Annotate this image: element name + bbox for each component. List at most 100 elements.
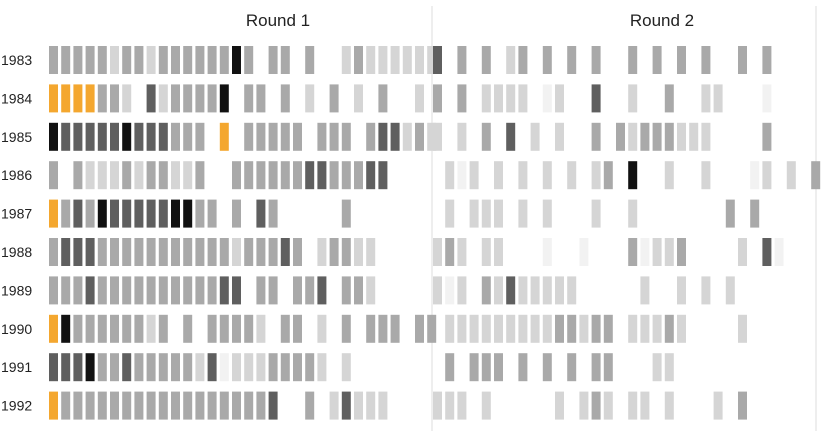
heatmap-cell (73, 199, 83, 228)
heatmap-cell (207, 353, 217, 382)
heatmap-cell (354, 238, 363, 266)
heatmap-cell (110, 46, 119, 74)
heatmap-cell (713, 84, 723, 113)
heatmap-cell (677, 122, 686, 151)
heatmap-cell (652, 122, 662, 151)
heatmap-cell (457, 84, 467, 113)
heatmap-cell (122, 84, 132, 113)
heatmap-cell (530, 122, 540, 151)
heatmap-cell (256, 276, 266, 305)
heatmap-cell (677, 46, 686, 74)
heatmap-cell (158, 353, 168, 382)
heatmap-cell (122, 161, 132, 190)
heatmap-cell (219, 46, 229, 74)
heatmap-cell (268, 238, 278, 266)
heatmap-cell (506, 314, 516, 343)
heatmap-cell (171, 161, 180, 190)
heatmap-cell (329, 122, 339, 151)
heatmap-cell (61, 353, 71, 382)
heatmap-cell (640, 276, 650, 305)
heatmap-cell (134, 238, 144, 266)
heatmap-cell (628, 199, 638, 228)
heatmap-cell (481, 46, 491, 74)
heatmap-cell (494, 276, 503, 305)
heatmap-cell (750, 199, 760, 228)
heatmap-cell (73, 46, 83, 74)
heatmap-cell (244, 238, 254, 266)
heatmap-cell (390, 46, 400, 74)
heatmap-cell (158, 314, 168, 343)
heatmap-cell (664, 391, 674, 420)
heatmap-cell (341, 276, 351, 305)
heatmap-cell (97, 122, 107, 151)
heatmap-cell (305, 161, 315, 190)
heatmap-cell (506, 46, 516, 74)
heatmap-cell (591, 353, 601, 382)
heatmap-cell (433, 391, 442, 420)
heatmap-cell (232, 238, 241, 266)
heatmap-cell (567, 276, 577, 305)
heatmap-cell (591, 199, 601, 228)
heatmap-cell (378, 161, 388, 190)
heatmap-cell (555, 84, 564, 113)
heatmap-cell (616, 122, 625, 151)
heatmap-cell (73, 161, 83, 190)
heatmap-cell (366, 238, 376, 266)
heatmap-cell (494, 161, 503, 190)
heatmap-cell (110, 84, 119, 113)
heatmap-cell (542, 276, 552, 305)
heatmap-cell (256, 122, 266, 151)
heatmap-cell (268, 353, 278, 382)
round-1-title: Round 1 (246, 11, 310, 30)
heatmap-cell (366, 161, 376, 190)
heatmap-cell (183, 46, 193, 74)
heatmap-cell (652, 238, 662, 266)
heatmap-cell (195, 353, 205, 382)
heatmap-cell (689, 122, 699, 151)
heatmap-cell (603, 353, 613, 382)
round-2-title: Round 2 (630, 11, 694, 30)
heatmap-cell (110, 353, 119, 382)
heatmap-cell (171, 122, 180, 151)
heatmap-cell (415, 46, 424, 74)
heatmap-cell (134, 122, 144, 151)
heatmap-cell (354, 391, 363, 420)
heatmap-cell (628, 46, 638, 74)
heatmap-cell (97, 353, 107, 382)
heatmap-cell (73, 353, 83, 382)
heatmap-cell (158, 84, 168, 113)
heatmap-cell (378, 122, 388, 151)
heatmap-cell (293, 353, 302, 382)
heatmap-cell (219, 122, 229, 151)
heatmap-cell (567, 161, 577, 190)
heatmap-cell (256, 353, 266, 382)
heatmap-cell (219, 314, 229, 343)
heatmap-cell (244, 122, 254, 151)
heatmap-cell (183, 84, 193, 113)
heatmap-cell (256, 391, 266, 420)
heatmap-cell (219, 276, 229, 305)
heatmap-cell (207, 314, 217, 343)
heatmap-cell (494, 84, 503, 113)
heatmap-cell (427, 314, 437, 343)
heatmap-cell (183, 353, 193, 382)
heatmap-cell (481, 122, 491, 151)
heatmap-cell (256, 238, 266, 266)
heatmap-cell (341, 46, 351, 74)
heatmap-cell (481, 276, 491, 305)
heatmap-cell (122, 353, 132, 382)
heatmap-cell (433, 238, 442, 266)
heatmap-cell (49, 353, 58, 382)
heatmap-cell (518, 161, 528, 190)
heatmap-cell (677, 238, 686, 266)
heatmap-cell (591, 391, 601, 420)
heatmap-cell (134, 161, 144, 190)
heatmap-cell (293, 122, 302, 151)
heatmap-cell (61, 199, 71, 228)
heatmap-cell (183, 314, 193, 343)
heatmap-cell (591, 46, 601, 74)
heatmap-cell (579, 314, 589, 343)
heatmap-cell (555, 314, 564, 343)
heatmap-cell (378, 391, 388, 420)
